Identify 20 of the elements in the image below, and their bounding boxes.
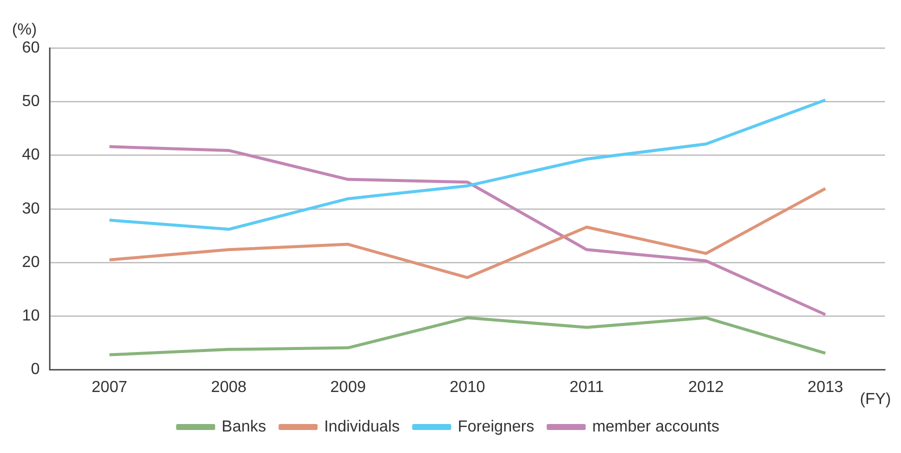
legend-label: Banks (222, 418, 266, 436)
y-axis-title: (%) (12, 21, 37, 38)
x-tick-label: 2012 (688, 378, 724, 396)
x-tick-label: 2008 (210, 378, 247, 396)
y-tick-label: 60 (22, 39, 40, 56)
y-tick-label: 30 (22, 200, 40, 218)
x-tick-label: 2011 (570, 378, 604, 396)
x-tick-label: 2009 (330, 378, 366, 396)
y-tick-label: 10 (22, 308, 40, 325)
legend-label: member accounts (592, 418, 720, 436)
y-tick-label: 0 (30, 361, 40, 378)
legend-label: Individuals (324, 418, 400, 436)
x-tick-label: 2010 (450, 378, 486, 396)
x-axis-title: (FY) (860, 391, 891, 408)
x-tick-label: 2007 (92, 378, 128, 396)
legend-label: Foreigners (458, 418, 534, 436)
y-tick-label: 20 (22, 254, 40, 271)
y-tick-label: 40 (22, 146, 40, 164)
x-tick-label: 2013 (808, 378, 844, 396)
y-tick-label: 50 (22, 93, 40, 110)
